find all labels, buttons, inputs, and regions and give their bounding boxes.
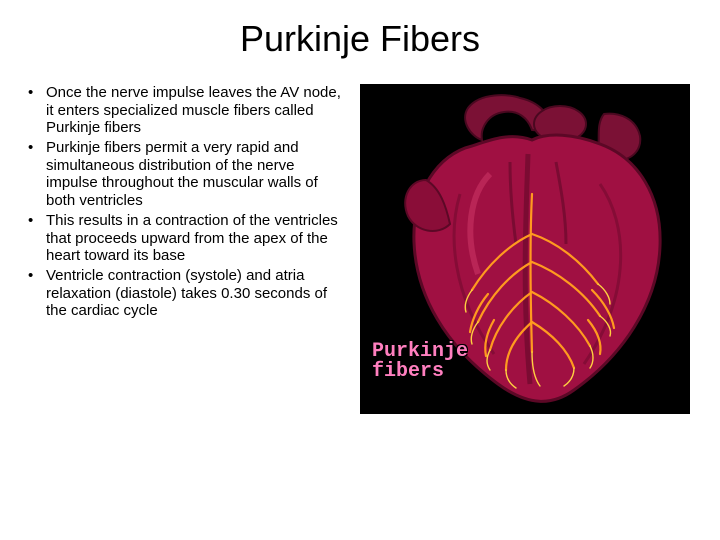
heart-illustration: Purkinje fibers xyxy=(360,84,690,414)
bullet-list: Once the nerve impulse leaves the AV nod… xyxy=(24,84,344,320)
bullet-column: Once the nerve impulse leaves the AV nod… xyxy=(24,84,344,414)
bullet-item: Purkinje fibers permit a very rapid and … xyxy=(24,139,344,210)
purkinje-label: Purkinje fibers xyxy=(372,342,468,382)
image-column: Purkinje fibers xyxy=(360,84,696,414)
bullet-item: Once the nerve impulse leaves the AV nod… xyxy=(24,84,344,137)
slide: Purkinje Fibers Once the nerve impulse l… xyxy=(0,0,720,540)
bullet-item: This results in a contraction of the ven… xyxy=(24,212,344,265)
bullet-item: Ventricle contraction (systole) and atri… xyxy=(24,267,344,320)
content-row: Once the nerve impulse leaves the AV nod… xyxy=(0,60,720,414)
slide-title: Purkinje Fibers xyxy=(0,0,720,60)
